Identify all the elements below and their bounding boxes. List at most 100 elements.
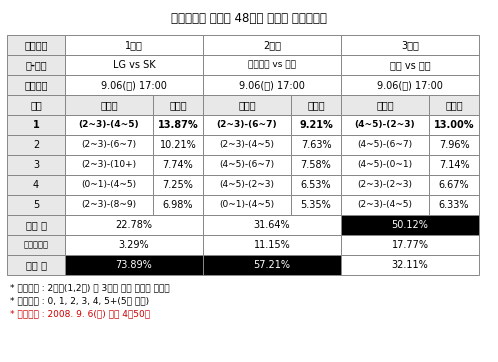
Text: (2~3)-(4~5): (2~3)-(4~5) [79, 121, 139, 130]
Text: (0~1)-(4~5): (0~1)-(4~5) [82, 181, 136, 189]
Bar [7, 175, 65, 195]
Text: 32.11%: 32.11% [391, 260, 428, 270]
Bar [203, 195, 291, 215]
Bar [153, 175, 203, 195]
Bar [153, 195, 203, 215]
Bar [65, 35, 203, 55]
Bar [153, 155, 203, 175]
Text: 투표율: 투표율 [169, 100, 187, 110]
Bar [7, 95, 65, 115]
Text: 5: 5 [33, 200, 39, 210]
Bar [203, 35, 341, 55]
Bar [153, 115, 203, 135]
Bar [7, 75, 65, 95]
Text: 7.96%: 7.96% [439, 140, 469, 150]
Text: 경기번호: 경기번호 [24, 40, 48, 50]
Text: 점수대: 점수대 [100, 100, 118, 110]
Text: (2~3)-(6~7): (2~3)-(6~7) [217, 121, 277, 130]
Bar [7, 115, 65, 135]
Text: 57.21%: 57.21% [253, 260, 290, 270]
Bar [341, 235, 479, 255]
Bar [65, 155, 153, 175]
Bar [65, 115, 153, 135]
Bar [291, 175, 341, 195]
Bar [7, 215, 65, 235]
Bar [341, 155, 429, 175]
Bar [7, 55, 65, 75]
Text: (4~5)-(6~7): (4~5)-(6~7) [220, 160, 274, 169]
Bar [7, 235, 65, 255]
Bar [341, 175, 429, 195]
Bar [203, 175, 291, 195]
Bar [7, 215, 65, 235]
Text: 6.53%: 6.53% [301, 180, 331, 190]
Bar [65, 75, 203, 95]
Text: (4~5)-(6~7): (4~5)-(6~7) [358, 140, 412, 150]
Bar [203, 75, 341, 95]
Text: 투표율: 투표율 [307, 100, 325, 110]
Bar [153, 175, 203, 195]
Bar [341, 75, 479, 95]
Bar [341, 195, 429, 215]
Bar [65, 75, 203, 95]
Bar [65, 195, 153, 215]
Text: 7.25%: 7.25% [162, 180, 193, 190]
Bar [341, 235, 479, 255]
Bar [429, 135, 479, 155]
Text: (2~3)-(2~3): (2~3)-(2~3) [358, 181, 412, 189]
Bar [341, 55, 479, 75]
Text: 점수대: 점수대 [238, 100, 256, 110]
Bar [429, 195, 479, 215]
Bar [203, 155, 291, 175]
Bar [7, 195, 65, 215]
Text: * 발매마감 : 2008. 9. 6(토) 오후 4시50분: * 발매마감 : 2008. 9. 6(토) 오후 4시50분 [10, 310, 150, 319]
Bar [65, 135, 153, 155]
Text: 50.12%: 50.12% [391, 220, 428, 230]
Bar [341, 75, 479, 95]
Bar [429, 115, 479, 135]
Bar [291, 95, 341, 115]
Bar [153, 195, 203, 215]
Bar [341, 175, 429, 195]
Bar [7, 35, 65, 55]
Bar [7, 155, 65, 175]
Text: 3: 3 [33, 160, 39, 170]
Bar [203, 95, 291, 115]
Bar [7, 255, 65, 275]
Bar [153, 135, 203, 155]
Bar [65, 95, 153, 115]
Bar [291, 135, 341, 155]
Text: 같은점수대: 같은점수대 [23, 240, 48, 249]
Bar [291, 135, 341, 155]
Bar [65, 155, 153, 175]
Bar [65, 215, 203, 235]
Bar [203, 35, 341, 55]
Bar [7, 235, 65, 255]
Bar [341, 95, 429, 115]
Bar [291, 115, 341, 135]
Text: 31.64%: 31.64% [253, 220, 290, 230]
Bar [341, 215, 479, 235]
Bar [203, 55, 341, 75]
Text: (2~3)-(4~5): (2~3)-(4~5) [358, 201, 412, 210]
Text: 6.67%: 6.67% [439, 180, 469, 190]
Bar [7, 95, 65, 115]
Bar [203, 115, 291, 135]
Bar [65, 255, 203, 275]
Bar [291, 155, 341, 175]
Text: 6.33%: 6.33% [439, 200, 469, 210]
Text: 투표율: 투표율 [445, 100, 463, 110]
Text: LG vs SK: LG vs SK [113, 60, 155, 70]
Bar [291, 195, 341, 215]
Bar [153, 95, 203, 115]
Text: 73.89%: 73.89% [116, 260, 152, 270]
Text: 1경기: 1경기 [125, 40, 143, 50]
Text: 홈-원정: 홈-원정 [25, 60, 47, 70]
Bar [65, 55, 203, 75]
Bar [429, 175, 479, 195]
Text: 13.00%: 13.00% [434, 120, 474, 130]
Bar [341, 55, 479, 75]
Text: (2~3)-(10+): (2~3)-(10+) [82, 160, 136, 169]
Text: 17.77%: 17.77% [391, 240, 428, 250]
Text: (4~5)-(2~3): (4~5)-(2~3) [220, 181, 274, 189]
